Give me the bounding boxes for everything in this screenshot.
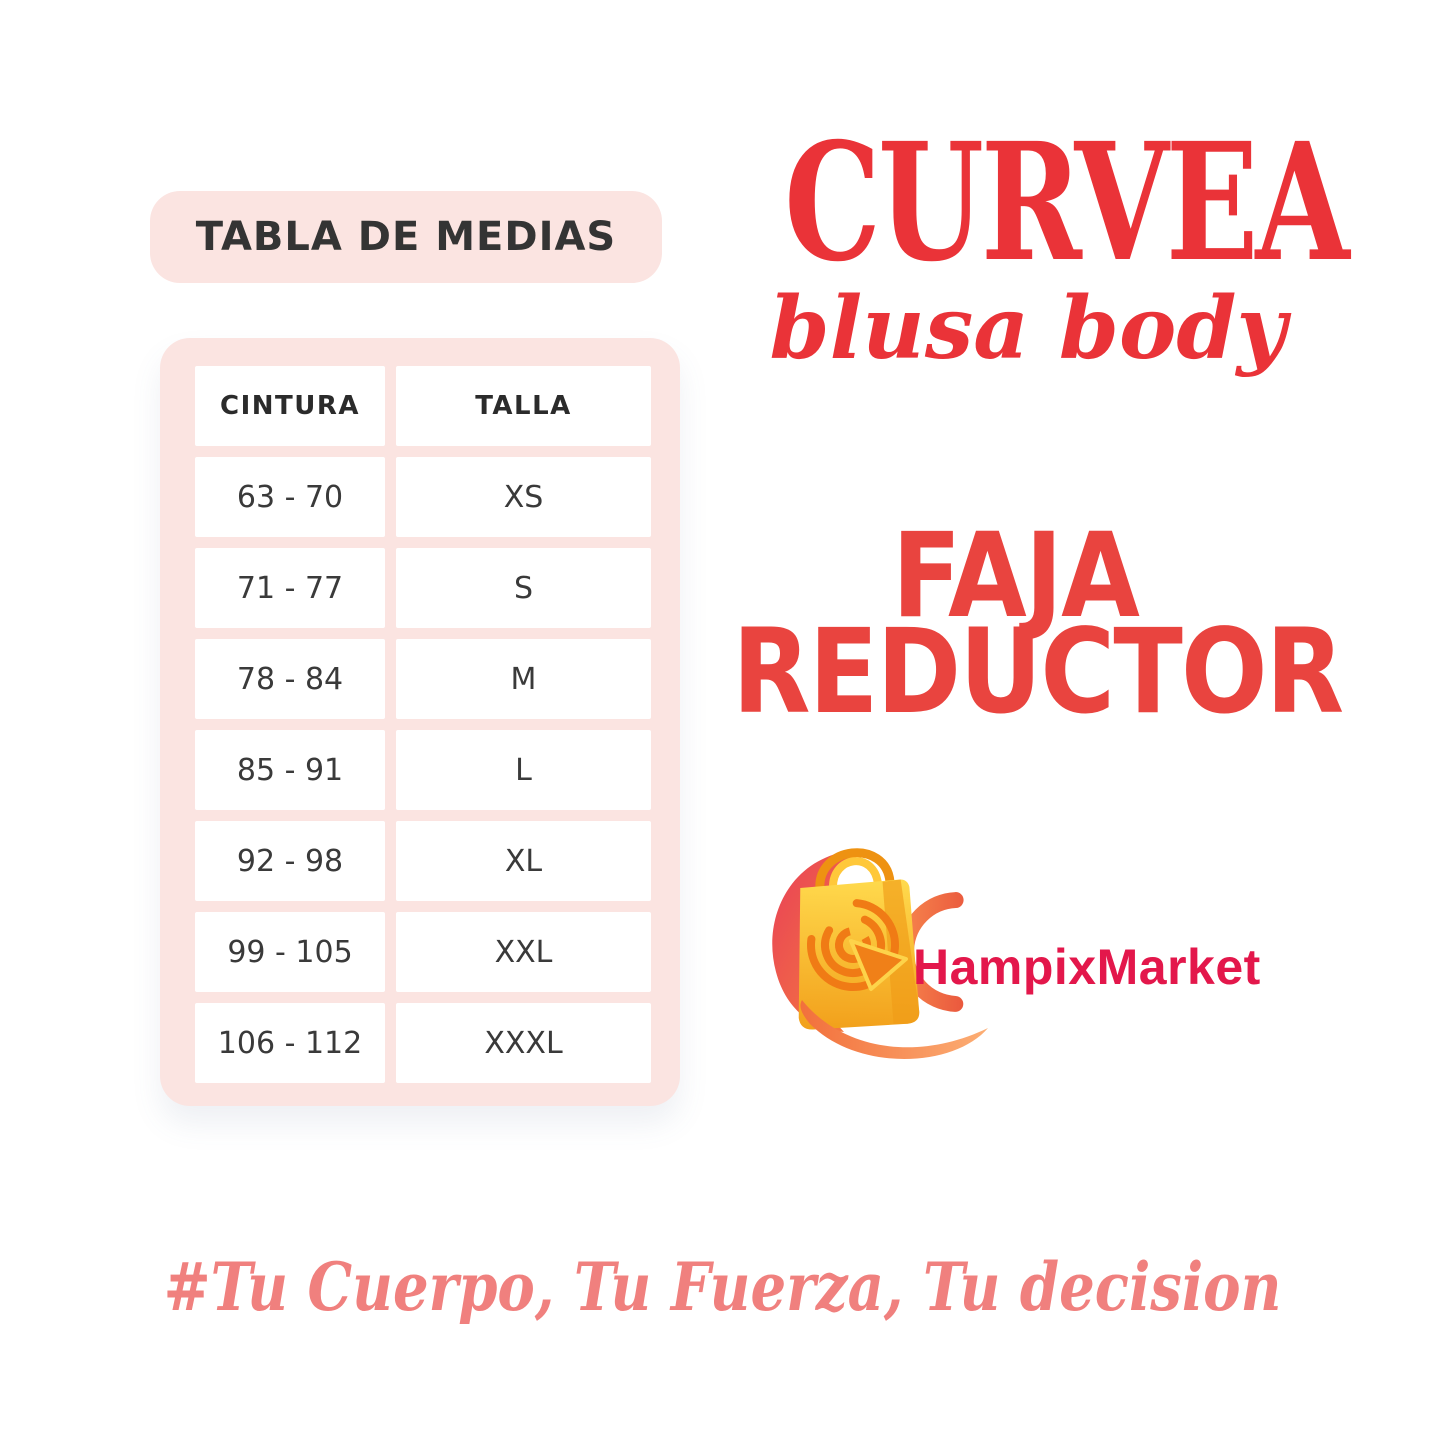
table-cell-talla: XL (396, 821, 651, 901)
table-cell-cintura: 63 - 70 (195, 457, 385, 537)
size-chart-title: TABLA DE MEDIAS (195, 214, 617, 260)
product-title-line1: FAJA (891, 507, 1140, 644)
table-cell-cintura: 106 - 112 (195, 1003, 385, 1083)
size-chart-title-box: TABLA DE MEDIAS (150, 191, 662, 283)
table-cell-talla: XS (396, 457, 651, 537)
table-cell-cintura: 78 - 84 (195, 639, 385, 719)
brand-subtitle: blusa body (769, 278, 1287, 379)
table-cell-cintura: 99 - 105 (195, 912, 385, 992)
column-header-cintura: CINTURA (195, 366, 385, 446)
tagline: #Tu Cuerpo, Tu Fuerza, Tu decision (163, 1248, 1282, 1326)
product-title: FAJA REDUCTOR (732, 507, 1344, 740)
table-cell-cintura: 85 - 91 (195, 730, 385, 810)
table-cell-talla: L (396, 730, 651, 810)
table-cell-talla: S (396, 548, 651, 628)
table-cell-cintura: 71 - 77 (195, 548, 385, 628)
seller-wordmark: HampixMarket (913, 939, 1261, 995)
brand-name: CURVEA (784, 108, 1349, 298)
table-cell-talla: XXL (396, 912, 651, 992)
column-header-talla: TALLA (396, 366, 651, 446)
table-cell-talla: M (396, 639, 651, 719)
table-cell-talla: XXXL (396, 1003, 651, 1083)
product-title-line2: REDUCTOR (732, 602, 1344, 740)
size-chart-table: CINTURA TALLA 63 - 70 XS 71 - 77 S 78 - … (160, 338, 680, 1106)
shopping-bag-click-icon (772, 848, 1003, 1059)
table-cell-cintura: 92 - 98 (195, 821, 385, 901)
